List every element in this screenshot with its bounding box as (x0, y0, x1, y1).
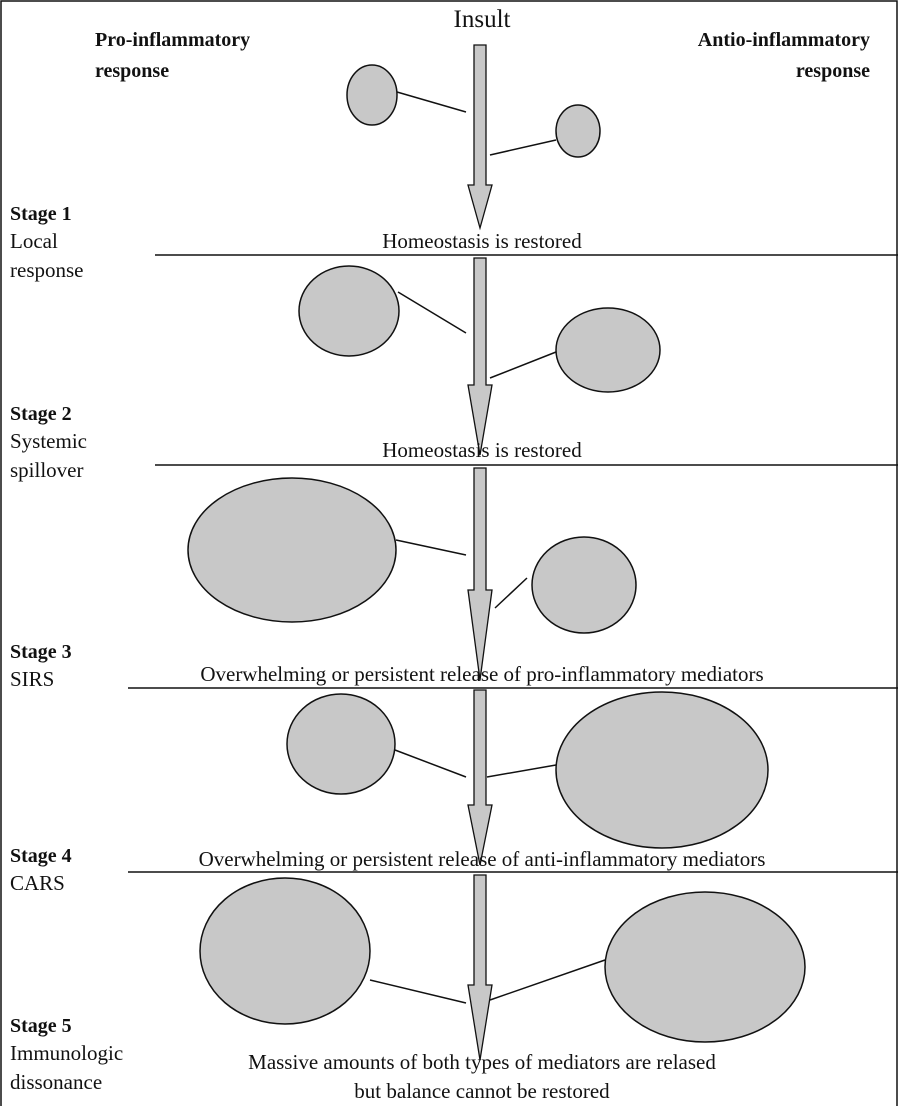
shapes (128, 44, 898, 1061)
stage-title: Stage 5 (10, 1015, 72, 1037)
stage-outcome: Massive amounts of both types of mediato… (248, 1050, 716, 1074)
connector (394, 749, 467, 778)
stage-name: Immunologic (10, 1041, 123, 1065)
connector (397, 291, 467, 334)
anti-ellipse (604, 891, 806, 1043)
arrow (467, 44, 493, 231)
connector (395, 539, 467, 556)
stage-name: SIRS (10, 667, 54, 691)
stage-name: dissonance (10, 1070, 102, 1094)
anti-label: Antio-inflammatory (698, 29, 870, 51)
stage-outcome: Overwhelming or persistent release of an… (199, 847, 766, 871)
stage-name: spillover (10, 458, 84, 482)
connector (369, 979, 467, 1004)
anti-ellipse (555, 104, 601, 158)
connector (396, 91, 467, 113)
pro-ellipse (187, 477, 397, 623)
anti-label: response (796, 60, 870, 82)
arrow (467, 874, 493, 1061)
connector (489, 139, 557, 156)
stage-name: response (10, 258, 83, 282)
connector (489, 959, 606, 1001)
stage-title: Stage 1 (10, 203, 72, 225)
pro-ellipse (346, 64, 398, 126)
pro-ellipse (199, 877, 371, 1025)
pro-ellipse (298, 265, 400, 357)
stage-title: Stage 3 (10, 641, 72, 663)
stage-outcome: but balance cannot be restored (354, 1079, 610, 1103)
anti-ellipse (531, 536, 637, 634)
connector (489, 351, 557, 379)
stage-name: CARS (10, 871, 65, 895)
anti-ellipse (555, 307, 661, 393)
connector (494, 577, 528, 609)
insult-label: Insult (454, 6, 511, 33)
anti-ellipse (555, 691, 769, 849)
connector (486, 764, 557, 778)
stage-outcome: Overwhelming or persistent release of pr… (200, 662, 763, 686)
pro-label: response (95, 60, 169, 82)
stage-name: Local (10, 229, 58, 253)
stage-name: Systemic (10, 429, 87, 453)
arrow (467, 467, 493, 681)
stage-outcome: Homeostasis is restored (382, 229, 582, 253)
arrow (467, 689, 493, 866)
stage-outcome: Homeostasis is restored (382, 438, 582, 462)
pro-ellipse (286, 693, 396, 795)
pro-label: Pro-inflammatory (95, 29, 250, 51)
arrow (467, 257, 493, 456)
stage-title: Stage 2 (10, 403, 72, 425)
stage-title: Stage 4 (10, 845, 72, 867)
